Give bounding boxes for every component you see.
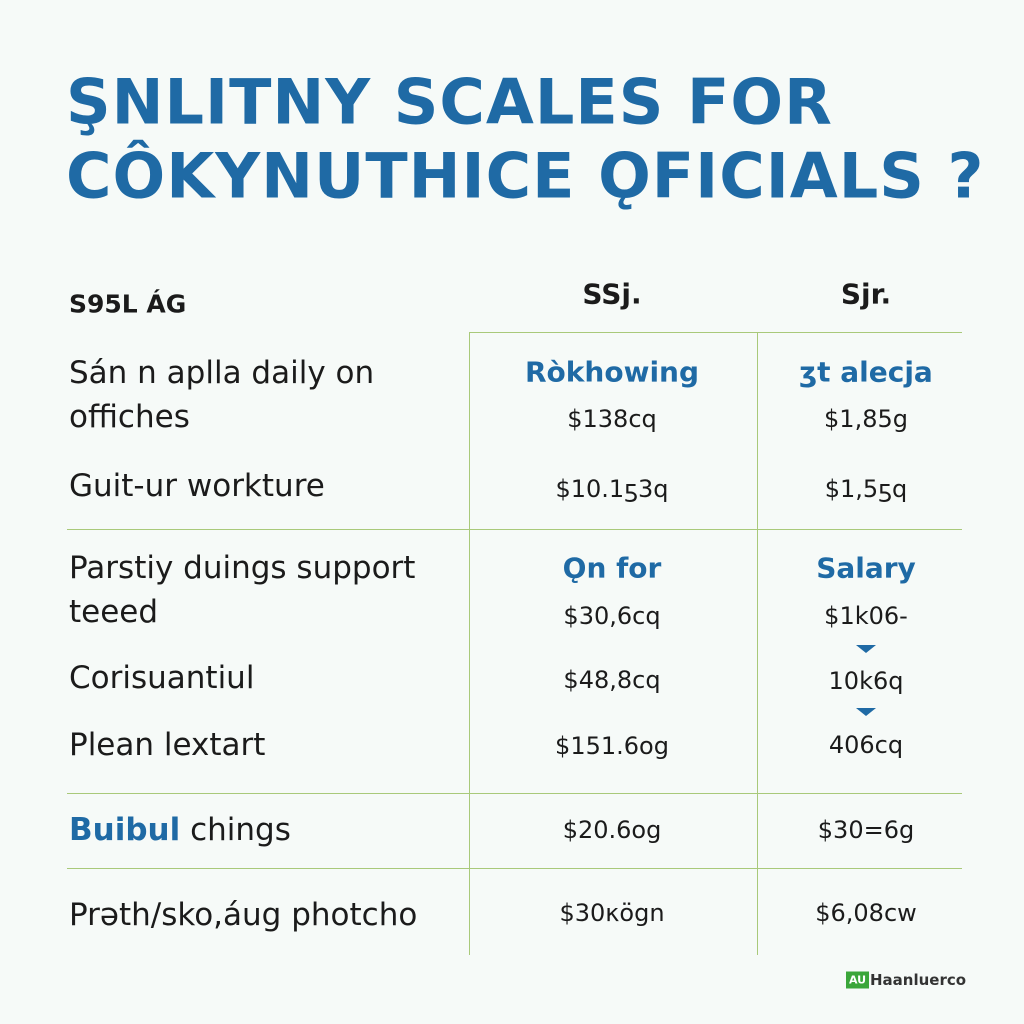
section-heading: Ǫn for [562,551,662,585]
row-header: S95L ÁG [69,289,187,319]
brand: Haanluerco [870,971,967,989]
cell: $138cq [567,405,657,433]
column-header: SSj. [582,277,642,311]
cell: $30,6cq [563,602,661,630]
divider [67,793,962,794]
section-heading: Salary [816,551,916,585]
arrow-icon [856,645,876,653]
section-heading: Ròkhowing [524,355,700,389]
logo-badge: AU [846,971,870,989]
cell: $30=6g [817,816,915,844]
row-label: teeed [69,594,159,630]
cell: $1,5ƽq [824,475,908,503]
divider [67,868,962,869]
row-label: Buibul chings [69,812,291,848]
cell: $1,85g [824,405,908,433]
arrow-icon [856,708,876,716]
cell: $10.1ƽ3q [555,475,669,503]
row-label: offiches [69,399,190,435]
divider [469,332,470,955]
divider [469,332,962,333]
row-label: Parstiy duings support [69,550,416,586]
cell: $6,08cw [815,899,917,927]
title: ŞNLITNY SCALES FOR [66,65,833,139]
cell: 10k6q [828,667,904,695]
cell: 406cq [828,731,904,759]
divider [67,529,962,530]
cell: $20.6og [562,816,662,844]
row-label: Guit-ur workture [69,468,325,504]
row-label: Corisuantiul [69,660,255,696]
row-label: Prǝth/sko,áug photcho [69,897,418,933]
section-heading: ʒt alecja [799,355,933,389]
column-header: Sjr. [840,277,892,311]
cell: $48,8cq [563,666,661,694]
title: CÔKYNUTHICE ǪFICIALS ? [66,139,985,213]
row-label-highlight: Buibul [69,812,181,848]
row-label: Plean lextart [69,727,266,763]
cell: $151.6og [555,732,669,760]
row-label: Sán n aplla daily on [69,355,375,391]
row-label-rest: chings [190,812,291,848]
divider [757,332,758,955]
cell: $30κögn [559,899,665,927]
cell: $1k06- [824,602,908,630]
